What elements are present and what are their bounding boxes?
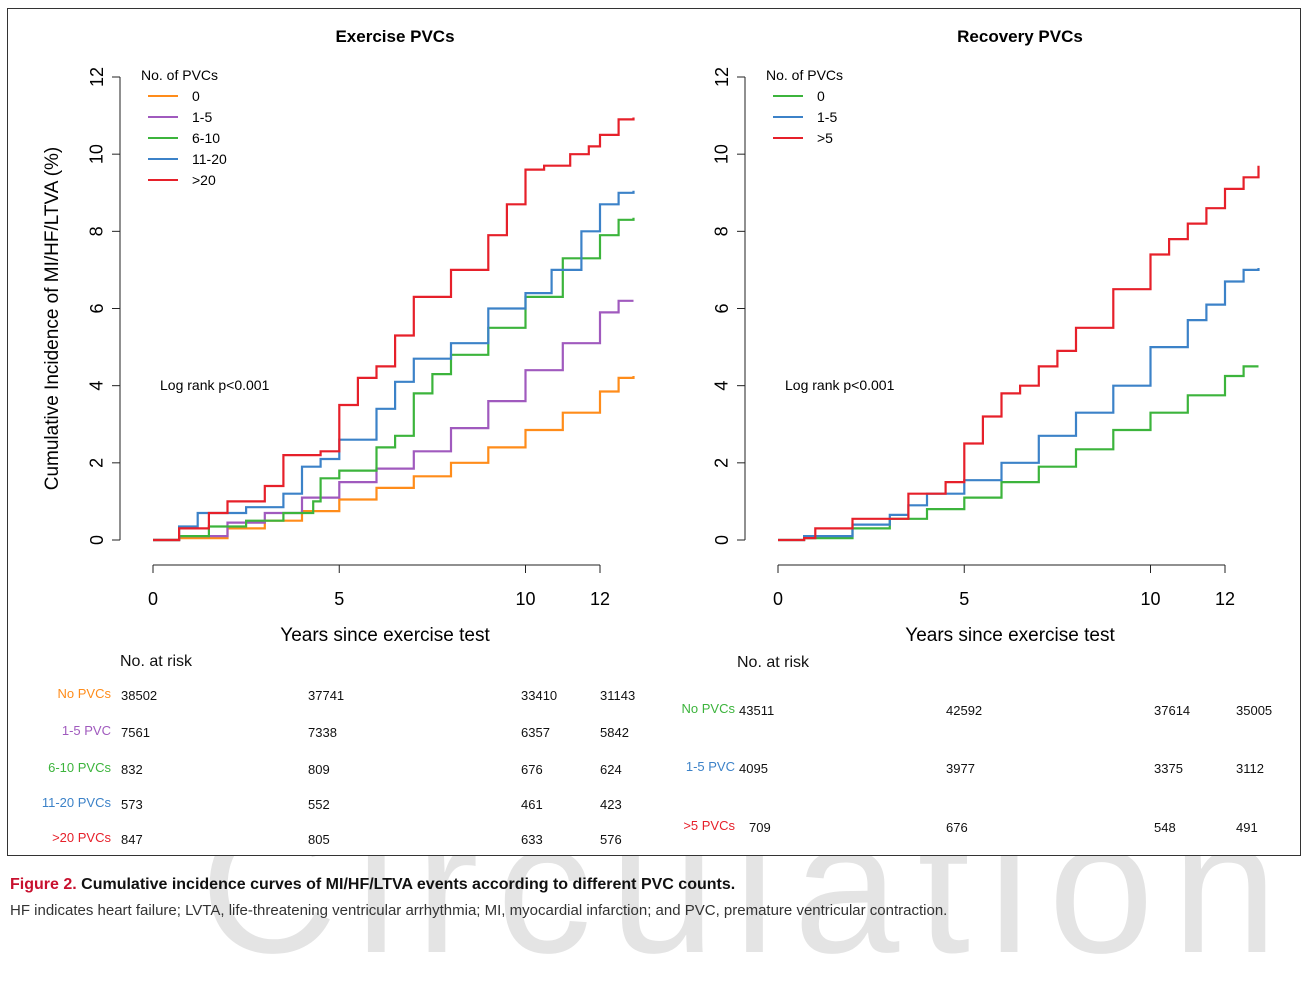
risk-value-right: 3977 <box>946 761 975 776</box>
legend-label-right-1: 1-5 <box>817 109 837 125</box>
figure-caption-body: HF indicates heart failure; LVTA, life-t… <box>10 902 948 919</box>
risk-value-left: 7338 <box>308 725 337 740</box>
y-tick-label-left: 0 <box>87 535 107 545</box>
x-tick-label-left: 12 <box>590 589 610 609</box>
risk-row-label-left: No PVCs <box>57 686 111 701</box>
logrank-annotation-right: Log rank p<0.001 <box>785 377 895 393</box>
risk-value-left: 576 <box>600 832 622 847</box>
series-line-right-1 <box>778 268 1260 542</box>
risk-value-right: 42592 <box>946 703 983 718</box>
x-tick-label-right: 5 <box>959 589 969 609</box>
risk-value-left: 573 <box>121 797 143 812</box>
risk-value-left: 809 <box>308 762 330 777</box>
risk-row-label-left: 11-20 PVCs <box>41 795 111 810</box>
x-tick-label-left: 10 <box>515 589 535 609</box>
risk-value-left: 624 <box>600 762 622 777</box>
risk-value-left: 7561 <box>121 725 150 740</box>
risk-value-right: 491 <box>1236 820 1258 835</box>
legend-label-left-3: 11-20 <box>192 151 227 167</box>
x-axis-label-right: Years since exercise test <box>905 625 1115 646</box>
x-tick-label-left: 0 <box>148 589 158 609</box>
logrank-annotation-left: Log rank p<0.001 <box>160 377 270 393</box>
figure-frame <box>7 8 1301 856</box>
risk-value-left: 633 <box>521 832 543 847</box>
series-line-left-2 <box>153 217 635 542</box>
y-tick-label-left: 4 <box>87 381 107 391</box>
chart-title-left: Exercise PVCs <box>335 27 454 46</box>
risk-value-right: 709 <box>749 820 771 835</box>
risk-value-right: 43511 <box>739 703 775 718</box>
risk-row-label-left: >20 PVCs <box>52 830 111 845</box>
risk-table-title-left: No. at risk <box>120 653 193 670</box>
x-tick-label-right: 0 <box>773 589 783 609</box>
risk-value-left: 33410 <box>521 688 558 703</box>
x-tick-label-right: 12 <box>1215 589 1235 609</box>
y-tick-label-right: 8 <box>712 226 732 236</box>
y-tick-label-left: 6 <box>87 303 107 313</box>
risk-value-left: 552 <box>308 797 330 812</box>
y-tick-label-right: 12 <box>712 67 732 87</box>
risk-value-right: 548 <box>1154 820 1176 835</box>
y-tick-label-left: 10 <box>87 144 107 164</box>
risk-row-label-left: 1-5 PVC <box>61 723 111 738</box>
risk-value-right: 4095 <box>739 761 768 776</box>
risk-value-right: 3112 <box>1236 761 1264 776</box>
y-tick-label-left: 8 <box>87 226 107 236</box>
risk-value-left: 37741 <box>308 688 345 703</box>
figure-label: Figure 2. <box>10 876 77 893</box>
risk-row-label-right: 1-5 PVC <box>685 759 735 774</box>
series-line-left-1 <box>153 299 634 542</box>
figure-title: Cumulative incidence curves of MI/HF/LTV… <box>81 876 736 893</box>
legend-label-left-0: 0 <box>192 88 200 104</box>
chart-title-right: Recovery PVCs <box>957 27 1083 46</box>
y-tick-label-right: 2 <box>712 458 732 468</box>
risk-value-left: 805 <box>308 832 330 847</box>
risk-value-right: 35005 <box>1236 703 1273 718</box>
y-tick-label-right: 6 <box>712 303 732 313</box>
risk-value-left: 6357 <box>521 725 550 740</box>
risk-value-right: 37614 <box>1154 703 1191 718</box>
figure-caption-title: Figure 2. Cumulative incidence curves of… <box>10 876 735 894</box>
legend-title-right: No. of PVCs <box>766 67 843 83</box>
risk-table-title-right: No. at risk <box>737 654 810 671</box>
risk-value-right: 676 <box>946 820 968 835</box>
y-tick-label-right: 10 <box>712 144 732 164</box>
x-tick-label-left: 5 <box>334 589 344 609</box>
risk-row-label-right: >5 PVCs <box>683 818 735 833</box>
legend-label-right-0: 0 <box>817 88 825 104</box>
risk-value-left: 461 <box>521 797 543 812</box>
risk-value-left: 676 <box>521 762 543 777</box>
series-line-left-0 <box>153 376 635 542</box>
series-line-left-3 <box>153 190 635 542</box>
x-axis-label-left: Years since exercise test <box>280 625 490 646</box>
km-figure: Exercise PVCs 0 2 4 6 8 10 12 0 5 10 12 Years since … <box>42 27 1260 646</box>
risk-value-left: 38502 <box>121 688 158 703</box>
series-line-left-4 <box>153 117 635 542</box>
legend-label-left-1: 1-5 <box>192 109 212 125</box>
risk-value-left: 5842 <box>600 725 629 740</box>
y-axis-label-left: Cumulative Incidence of MI/HF/LTVA (%) <box>42 147 63 491</box>
risk-value-left: 31143 <box>600 688 636 703</box>
risk-row-label-right: No PVCs <box>681 701 735 716</box>
risk-value-left: 423 <box>600 797 622 812</box>
legend-title-left: No. of PVCs <box>141 67 218 83</box>
legend-label-left-4: >20 <box>192 172 216 188</box>
y-tick-label-right: 0 <box>712 535 732 545</box>
legend-label-left-2: 6-10 <box>192 130 220 146</box>
risk-value-left: 847 <box>121 832 143 847</box>
risk-row-label-left: 6-10 PVCs <box>48 760 111 775</box>
risk-value-right: 3375 <box>1154 761 1183 776</box>
legend-label-right-2: >5 <box>817 130 833 146</box>
series-line-right-0 <box>778 365 1259 542</box>
x-tick-label-right: 10 <box>1140 589 1160 609</box>
series-line-right-2 <box>778 165 1260 542</box>
y-tick-label-right: 4 <box>712 381 732 391</box>
y-tick-label-left: 12 <box>87 67 107 87</box>
risk-value-left: 832 <box>121 762 143 777</box>
y-tick-label-left: 2 <box>87 458 107 468</box>
